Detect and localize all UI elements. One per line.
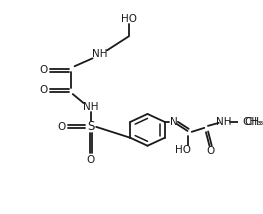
Text: S: S [87, 120, 94, 133]
Text: NH: NH [83, 102, 99, 112]
Text: O: O [57, 122, 65, 132]
Text: O: O [39, 65, 47, 75]
Text: HO: HO [121, 13, 136, 24]
Text: HO: HO [175, 145, 191, 155]
Text: O: O [206, 146, 215, 156]
Text: NH: NH [216, 117, 232, 127]
Text: O: O [87, 155, 95, 165]
Text: CH₃: CH₃ [244, 117, 263, 127]
Text: CH₃: CH₃ [242, 117, 261, 127]
Text: NH: NH [92, 49, 108, 59]
Text: N: N [170, 117, 178, 127]
Text: O: O [39, 85, 47, 95]
